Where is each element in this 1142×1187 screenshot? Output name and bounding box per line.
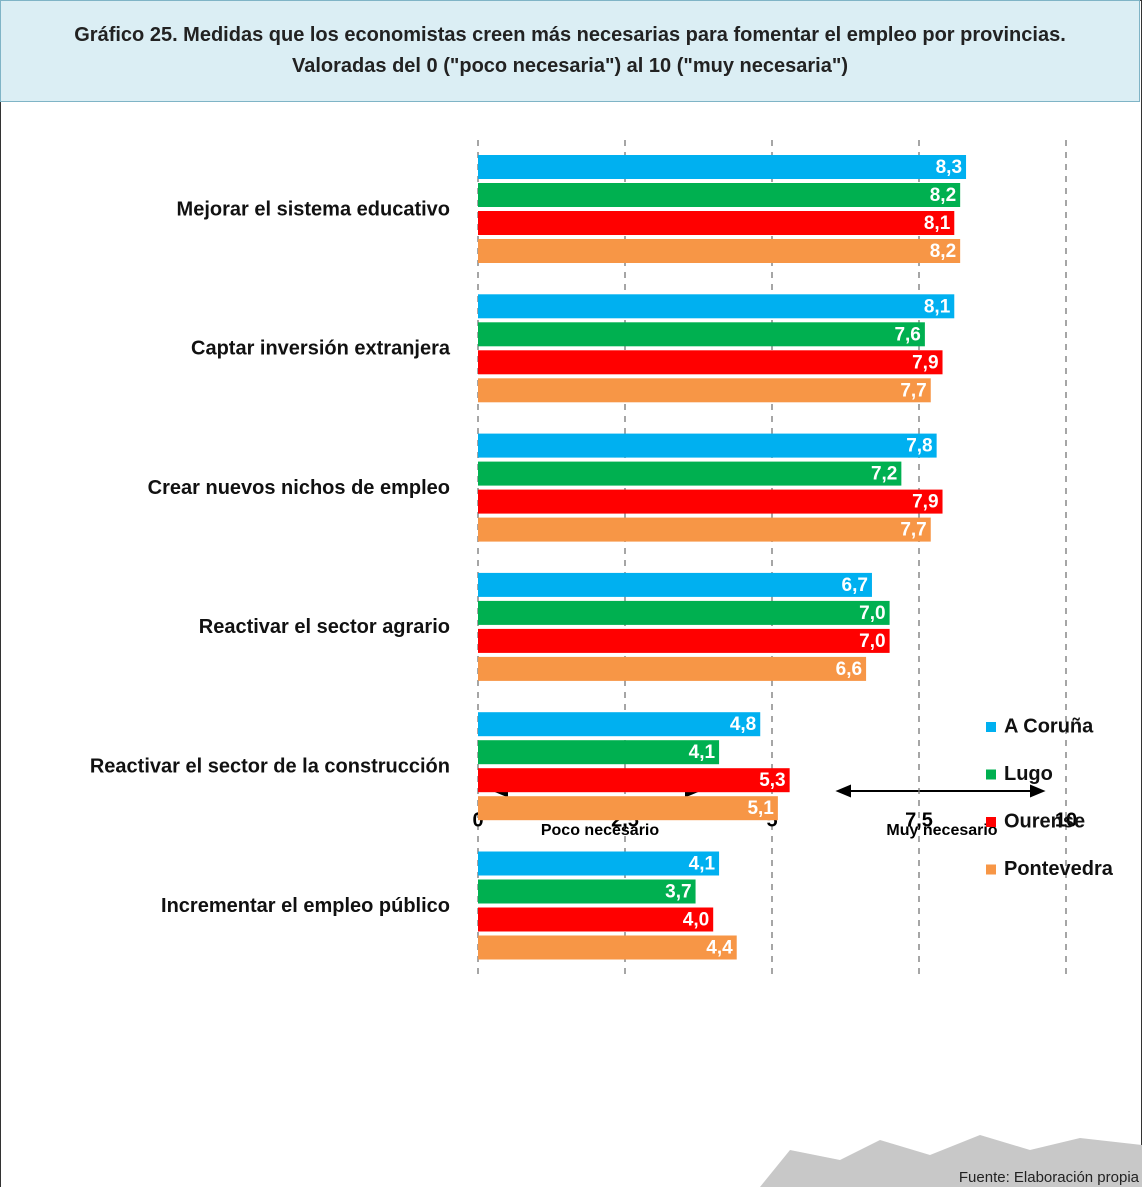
bar (478, 768, 790, 793)
bar (478, 350, 943, 375)
bar (478, 489, 943, 514)
value-label: 7,9 (912, 492, 938, 513)
bar (478, 907, 714, 932)
category-label: Reactivar el sector de la construcción (90, 755, 450, 777)
x-tick-label: 5 (766, 809, 777, 831)
legend-swatch (986, 722, 996, 732)
value-label: 7,2 (871, 464, 897, 485)
value-label: 3,7 (665, 882, 691, 903)
source: Fuente: Elaboración propia (959, 1169, 1140, 1186)
background-silhouette (760, 1135, 1142, 1187)
bar (478, 433, 937, 458)
value-label: 4,8 (730, 714, 756, 735)
legend-label: Pontevedra (1004, 858, 1114, 880)
value-label: 4,1 (689, 854, 716, 875)
value-label: 4,1 (689, 742, 716, 763)
bar (478, 211, 955, 235)
value-label: 6,7 (842, 575, 868, 596)
category-label: Incrementar el empleo público (161, 895, 450, 917)
legend-label: Lugo (1004, 763, 1053, 785)
category-label: Captar inversión extranjera (191, 338, 451, 360)
value-label: 7,8 (906, 436, 932, 457)
legend-swatch (986, 864, 996, 875)
x-tick-label: 7,5 (905, 809, 933, 831)
x-tick-label: 10 (1055, 809, 1077, 831)
value-label: 7,7 (900, 380, 926, 401)
bar (478, 879, 696, 904)
bar (478, 183, 961, 207)
value-label: 8,3 (936, 157, 962, 178)
bar (478, 656, 867, 681)
bar (478, 935, 737, 960)
bar (478, 600, 890, 625)
bar (478, 628, 890, 653)
value-label: 6,6 (836, 659, 862, 680)
bar (478, 322, 925, 347)
bar (478, 294, 955, 319)
bar (478, 851, 720, 876)
annotation: Poco necesario (541, 822, 660, 839)
bar (478, 712, 761, 737)
value-label: 8,1 (924, 213, 951, 234)
bar (478, 155, 967, 179)
bar (478, 740, 720, 765)
bar (478, 239, 961, 263)
bar (478, 796, 778, 821)
category-label: Reactivar el sector agrario (199, 616, 450, 638)
bar (478, 572, 872, 597)
value-label: 5,3 (759, 770, 785, 791)
category-label: Mejorar el sistema educativo (177, 198, 450, 220)
bar (478, 461, 902, 486)
value-label: 7,0 (859, 603, 885, 624)
legend-label: Ourense (1004, 810, 1085, 832)
value-label: 8,1 (924, 296, 951, 317)
value-label: 7,7 (900, 520, 926, 541)
legend-swatch (986, 817, 996, 827)
bar (478, 378, 931, 403)
value-label: 4,4 (706, 938, 733, 959)
value-label: 7,0 (859, 631, 885, 652)
value-label: 7,6 (894, 324, 920, 345)
value-label: 5,1 (747, 798, 774, 819)
arrow-right (835, 784, 1046, 798)
value-label: 7,9 (912, 352, 938, 373)
bar (478, 517, 931, 542)
value-label: 8,2 (930, 241, 956, 262)
category-label: Crear nuevos nichos de empleo (148, 477, 450, 499)
value-label: 8,2 (930, 185, 956, 206)
legend-swatch (986, 769, 996, 780)
legend-label: A Coruña (1004, 715, 1094, 737)
chart-title: Gráfico 25. Medidas que los economistas … (0, 0, 1140, 102)
annotation: Muy necesario (886, 822, 997, 839)
value-label: 4,0 (683, 910, 709, 931)
x-tick-label: 0 (472, 809, 483, 831)
